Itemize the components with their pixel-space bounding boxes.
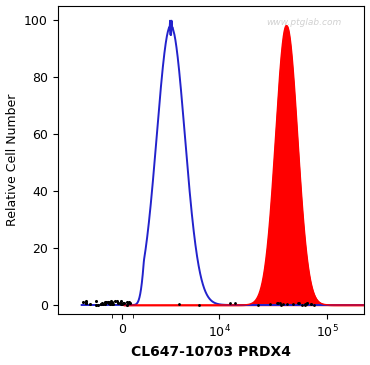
Point [176, 301, 182, 307]
Point [83, 300, 89, 306]
Point [95, 302, 101, 308]
Point [83, 298, 89, 304]
X-axis label: CL647-10703 PRDX4: CL647-10703 PRDX4 [131, 345, 291, 360]
Point [80, 299, 86, 305]
Point [127, 300, 133, 306]
Point [299, 302, 305, 308]
Point [255, 302, 261, 308]
Point [102, 299, 108, 305]
Point [109, 299, 115, 305]
Point [280, 301, 286, 307]
Text: www.ptglab.com: www.ptglab.com [266, 18, 342, 27]
Y-axis label: Relative Cell Number: Relative Cell Number [6, 93, 18, 226]
Point [100, 301, 106, 307]
Point [107, 301, 113, 307]
Point [295, 300, 301, 306]
Point [125, 300, 131, 306]
Point [84, 300, 90, 306]
Point [302, 302, 308, 308]
Point [114, 299, 120, 304]
Point [304, 300, 310, 306]
Point [94, 302, 100, 308]
Point [99, 300, 105, 306]
Point [108, 300, 114, 306]
Point [106, 300, 112, 306]
Point [93, 299, 99, 304]
Point [309, 301, 314, 307]
Point [107, 299, 113, 305]
Point [98, 301, 104, 307]
Point [118, 301, 124, 307]
Point [121, 300, 127, 306]
Point [102, 301, 108, 307]
Point [303, 301, 309, 307]
Point [296, 300, 302, 306]
Point [105, 299, 111, 305]
Point [120, 300, 126, 306]
Point [115, 300, 121, 306]
Point [124, 302, 130, 308]
Point [110, 301, 115, 307]
Point [284, 301, 290, 307]
Point [102, 299, 108, 305]
Point [232, 300, 238, 306]
Point [112, 298, 118, 304]
Point [278, 302, 284, 308]
Point [267, 301, 273, 307]
Point [273, 300, 279, 306]
Point [110, 301, 116, 307]
Point [126, 299, 132, 305]
Point [275, 300, 281, 306]
Point [87, 301, 93, 307]
Point [119, 301, 125, 307]
Point [303, 301, 309, 307]
Point [107, 300, 112, 306]
Point [277, 300, 283, 306]
Point [302, 301, 308, 307]
Point [98, 301, 104, 307]
Point [308, 301, 314, 307]
Point [196, 302, 202, 308]
Point [117, 300, 122, 306]
Point [118, 298, 124, 304]
Point [290, 301, 296, 307]
Point [305, 300, 310, 306]
Point [311, 302, 317, 308]
Point [124, 300, 130, 306]
Point [228, 300, 233, 306]
Point [105, 299, 111, 305]
Point [108, 298, 114, 304]
